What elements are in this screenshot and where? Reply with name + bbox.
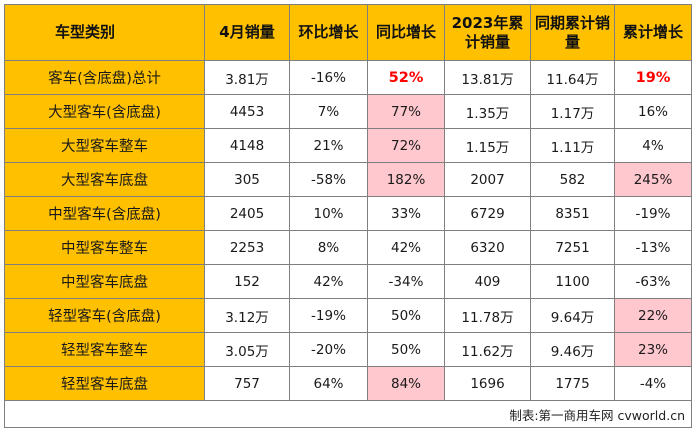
mom-growth-cell: 10% bbox=[289, 196, 368, 231]
table-row: 大型客车底盘 305 -58% 182% 2007 582 245% bbox=[4, 162, 692, 197]
yoy-growth-cell: 33% bbox=[367, 196, 445, 231]
cumulative-growth-cell: -19% bbox=[614, 196, 692, 231]
category-cell: 大型客车(含底盘) bbox=[4, 94, 205, 129]
table-row: 轻型客车底盘 757 64% 84% 1696 1775 -4% bbox=[4, 366, 692, 401]
yoy-growth-cell: 182% bbox=[367, 162, 445, 197]
ytd-sales-cell: 1.35万 bbox=[444, 94, 531, 129]
april-sales-cell: 3.12万 bbox=[204, 298, 290, 333]
yoy-growth-cell: -34% bbox=[367, 264, 445, 299]
cumulative-growth-cell: 4% bbox=[614, 128, 692, 163]
ytd-sales-cell: 11.78万 bbox=[444, 298, 531, 333]
header-cumulative-growth: 累计增长 bbox=[614, 4, 692, 61]
cumulative-growth-cell: 19% bbox=[614, 60, 692, 95]
mom-growth-cell: 21% bbox=[289, 128, 368, 163]
ytd-sales-cell: 6729 bbox=[444, 196, 531, 231]
header-april-sales: 4月销量 bbox=[204, 4, 290, 61]
footer-row: 制表:第一商用车网 cvworld.cn bbox=[4, 400, 692, 428]
yoy-growth-cell: 50% bbox=[367, 332, 445, 367]
prior-ytd-sales-cell: 9.46万 bbox=[530, 332, 615, 367]
mom-growth-cell: 42% bbox=[289, 264, 368, 299]
mom-growth-cell: 64% bbox=[289, 366, 368, 401]
april-sales-cell: 4148 bbox=[204, 128, 290, 163]
table-row: 中型客车底盘 152 42% -34% 409 1100 -63% bbox=[4, 264, 692, 299]
sales-table: 车型类别 4月销量 环比增长 同比增长 2023年累计销量 同期累计销量 累计增… bbox=[4, 4, 692, 428]
source-note: 制表:第一商用车网 cvworld.cn bbox=[4, 400, 692, 428]
table-row: 中型客车(含底盘) 2405 10% 33% 6729 8351 -19% bbox=[4, 196, 692, 231]
april-sales-cell: 757 bbox=[204, 366, 290, 401]
prior-ytd-sales-cell: 1100 bbox=[530, 264, 615, 299]
mom-growth-cell: -16% bbox=[289, 60, 368, 95]
cumulative-growth-cell: 23% bbox=[614, 332, 692, 367]
table-row: 客车(含底盘)总计 3.81万 -16% 52% 13.81万 11.64万 1… bbox=[4, 60, 692, 95]
ytd-sales-cell: 2007 bbox=[444, 162, 531, 197]
cumulative-growth-cell: -4% bbox=[614, 366, 692, 401]
category-cell: 大型客车整车 bbox=[4, 128, 205, 163]
april-sales-cell: 2253 bbox=[204, 230, 290, 265]
prior-ytd-sales-cell: 9.64万 bbox=[530, 298, 615, 333]
cumulative-growth-cell: 16% bbox=[614, 94, 692, 129]
april-sales-cell: 152 bbox=[204, 264, 290, 299]
cumulative-growth-cell: -13% bbox=[614, 230, 692, 265]
category-cell: 轻型客车整车 bbox=[4, 332, 205, 367]
ytd-sales-cell: 409 bbox=[444, 264, 531, 299]
category-cell: 大型客车底盘 bbox=[4, 162, 205, 197]
yoy-growth-cell: 77% bbox=[367, 94, 445, 129]
mom-growth-cell: 8% bbox=[289, 230, 368, 265]
mom-growth-cell: -58% bbox=[289, 162, 368, 197]
prior-ytd-sales-cell: 7251 bbox=[530, 230, 615, 265]
header-mom-growth: 环比增长 bbox=[289, 4, 368, 61]
april-sales-cell: 4453 bbox=[204, 94, 290, 129]
mom-growth-cell: -20% bbox=[289, 332, 368, 367]
header-yoy-growth: 同比增长 bbox=[367, 4, 445, 61]
yoy-growth-cell: 84% bbox=[367, 366, 445, 401]
table-row: 轻型客车整车 3.05万 -20% 50% 11.62万 9.46万 23% bbox=[4, 332, 692, 367]
prior-ytd-sales-cell: 11.64万 bbox=[530, 60, 615, 95]
yoy-growth-cell: 52% bbox=[367, 60, 445, 95]
april-sales-cell: 2405 bbox=[204, 196, 290, 231]
prior-ytd-sales-cell: 1775 bbox=[530, 366, 615, 401]
table-row: 轻型客车(含底盘) 3.12万 -19% 50% 11.78万 9.64万 22… bbox=[4, 298, 692, 333]
yoy-growth-cell: 42% bbox=[367, 230, 445, 265]
category-cell: 客车(含底盘)总计 bbox=[4, 60, 205, 95]
ytd-sales-cell: 1.15万 bbox=[444, 128, 531, 163]
yoy-growth-cell: 50% bbox=[367, 298, 445, 333]
yoy-growth-cell: 72% bbox=[367, 128, 445, 163]
cumulative-growth-cell: -63% bbox=[614, 264, 692, 299]
mom-growth-cell: -19% bbox=[289, 298, 368, 333]
prior-ytd-sales-cell: 8351 bbox=[530, 196, 615, 231]
april-sales-cell: 3.05万 bbox=[204, 332, 290, 367]
category-cell: 中型客车整车 bbox=[4, 230, 205, 265]
cumulative-growth-cell: 245% bbox=[614, 162, 692, 197]
header-row: 车型类别 4月销量 环比增长 同比增长 2023年累计销量 同期累计销量 累计增… bbox=[4, 4, 692, 61]
prior-ytd-sales-cell: 1.17万 bbox=[530, 94, 615, 129]
prior-ytd-sales-cell: 1.11万 bbox=[530, 128, 615, 163]
april-sales-cell: 3.81万 bbox=[204, 60, 290, 95]
ytd-sales-cell: 1696 bbox=[444, 366, 531, 401]
header-category: 车型类别 bbox=[4, 4, 205, 61]
april-sales-cell: 305 bbox=[204, 162, 290, 197]
ytd-sales-cell: 13.81万 bbox=[444, 60, 531, 95]
category-cell: 中型客车(含底盘) bbox=[4, 196, 205, 231]
header-ytd-sales: 2023年累计销量 bbox=[444, 4, 531, 61]
table-row: 大型客车(含底盘) 4453 7% 77% 1.35万 1.17万 16% bbox=[4, 94, 692, 129]
ytd-sales-cell: 11.62万 bbox=[444, 332, 531, 367]
category-cell: 轻型客车(含底盘) bbox=[4, 298, 205, 333]
prior-ytd-sales-cell: 582 bbox=[530, 162, 615, 197]
table-row: 大型客车整车 4148 21% 72% 1.15万 1.11万 4% bbox=[4, 128, 692, 163]
cumulative-growth-cell: 22% bbox=[614, 298, 692, 333]
category-cell: 轻型客车底盘 bbox=[4, 366, 205, 401]
mom-growth-cell: 7% bbox=[289, 94, 368, 129]
category-cell: 中型客车底盘 bbox=[4, 264, 205, 299]
header-prior-ytd-sales: 同期累计销量 bbox=[530, 4, 615, 61]
table-row: 中型客车整车 2253 8% 42% 6320 7251 -13% bbox=[4, 230, 692, 265]
ytd-sales-cell: 6320 bbox=[444, 230, 531, 265]
